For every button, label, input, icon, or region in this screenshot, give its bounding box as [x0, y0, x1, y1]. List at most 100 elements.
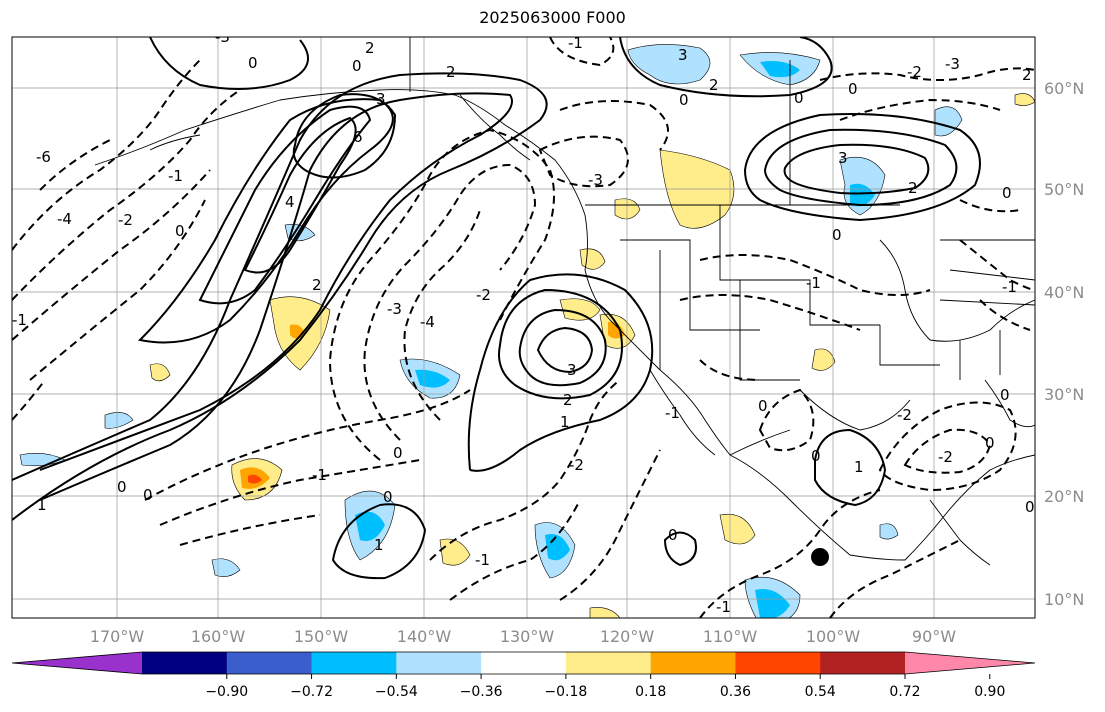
contour-label: -4: [420, 313, 435, 331]
colorbar-swatch: [396, 652, 482, 674]
contour-label: -4: [57, 210, 72, 228]
contour-label: -1: [665, 404, 680, 422]
colorbar-outline: [11, 651, 1036, 675]
contour-label: 0: [248, 54, 258, 72]
contour-label: 2: [1022, 66, 1032, 84]
lat-tick-label: 30°N: [1044, 385, 1084, 404]
contour-label: -1: [475, 551, 490, 569]
contour-label: 2: [365, 39, 375, 57]
contour-label: 0: [393, 444, 403, 462]
lon-tick-label: 120°W: [600, 627, 655, 646]
contour-label: 4: [285, 193, 295, 211]
lon-tick-label: 130°W: [500, 627, 555, 646]
contour-label: 0: [117, 478, 127, 496]
contour-label: 0: [758, 397, 768, 415]
contour-label: 0: [679, 91, 689, 109]
colorbar-swatch: [311, 652, 397, 674]
contour-label: 2: [563, 391, 573, 409]
map-frame: [11, 36, 1036, 619]
contour-label: 0: [383, 488, 393, 506]
contour-label: 1: [560, 413, 570, 431]
contour-label: 0: [1025, 498, 1035, 516]
contour-label: -2: [476, 286, 491, 304]
contour-label: 2: [446, 63, 456, 81]
contour-label: 0: [175, 222, 185, 240]
map-content: 3 6 4 2 2 1 0 0 0 -1 -2 -4 -6 3 3 3 2 2 …: [12, 28, 1035, 618]
contour-label: -1: [716, 598, 731, 616]
contour-label: -2: [897, 406, 912, 424]
longitude-axis: 170°W 160°W 150°W 140°W 130°W 120°W 110°…: [90, 627, 956, 646]
colorbar-swatch: [226, 652, 313, 674]
colorbar-swatch: [820, 652, 906, 674]
lon-tick-label: 90°W: [912, 627, 956, 646]
contour-label: -2: [938, 448, 953, 466]
colorbar-label: 0.54: [805, 684, 836, 700]
contour-label: -2: [569, 456, 584, 474]
colorbar-label: 0.36: [720, 684, 751, 700]
contour-label: 0: [848, 80, 858, 98]
colorbar-label: 0.18: [635, 684, 666, 700]
colorbar-swatch: [565, 652, 652, 674]
lon-tick-label: 110°W: [703, 627, 758, 646]
lat-tick-label: 20°N: [1044, 487, 1084, 506]
colorbar-label: 0.72: [889, 684, 920, 700]
colorbar-extend-high: [905, 652, 1035, 674]
colorbar-label: −0.18: [544, 684, 587, 700]
contour-label: -1: [806, 274, 821, 292]
contour-label: -2: [907, 63, 922, 81]
contour-label: 1: [374, 536, 384, 554]
contour-label: 3: [567, 361, 577, 379]
contour-label: 1: [854, 458, 864, 476]
colorbar-swatch: [735, 652, 821, 674]
contour-label: 2: [312, 276, 322, 294]
colorbar-label: −0.90: [205, 684, 248, 700]
colorbar-swatch: [142, 652, 228, 674]
lon-tick-label: 170°W: [90, 627, 145, 646]
lon-tick-label: 160°W: [191, 627, 246, 646]
contour-label: -1: [312, 466, 327, 484]
contour-label: 0: [794, 89, 804, 107]
contour-label: -2: [118, 211, 133, 229]
contour-label: 0: [668, 526, 678, 544]
contour-label: -1: [12, 311, 27, 329]
lon-tick-label: 150°W: [294, 627, 349, 646]
contour-labels: 3 6 4 2 2 1 0 0 0 -1 -2 -4 -6 3 3 3 2 2 …: [12, 28, 1035, 616]
colorbar-label: −0.72: [290, 684, 333, 700]
contour-label: -3: [588, 171, 603, 189]
chart-title: 2025063000 F000: [479, 8, 626, 27]
contour-label: 0: [811, 447, 821, 465]
contour-label: 3: [376, 90, 386, 108]
map-background: [12, 37, 1035, 618]
contour-label: 0: [985, 434, 995, 452]
lat-tick-label: 50°N: [1044, 180, 1084, 199]
contour-label: -1: [568, 34, 583, 52]
colorbar-label: −0.54: [375, 684, 418, 700]
lat-tick-label: 10°N: [1044, 590, 1084, 609]
lon-tick-label: 100°W: [806, 627, 861, 646]
contour-label: -1: [1002, 278, 1017, 296]
contour-label: 2: [908, 179, 918, 197]
lat-tick-label: 40°N: [1044, 283, 1084, 302]
colorbar-extend-low: [12, 652, 142, 674]
storm-position-marker: [811, 548, 829, 566]
contour-label: 6: [353, 128, 363, 146]
contour-label: 0: [1002, 184, 1012, 202]
colorbar-label: −0.36: [460, 684, 503, 700]
contour-label: -1: [168, 167, 183, 185]
colorbar-swatch: [650, 652, 736, 674]
contour-label: 0: [352, 57, 362, 75]
contour-label: 0: [832, 226, 842, 244]
latitude-axis: 60°N 50°N 40°N 30°N 20°N 10°N: [1044, 79, 1084, 609]
graticule: [12, 37, 1035, 618]
colorbar-swatch: [481, 652, 567, 674]
contour-label: -6: [36, 148, 51, 166]
contour-label: 0: [1000, 386, 1010, 404]
lon-tick-label: 140°W: [397, 627, 452, 646]
contour-label: -3: [215, 28, 230, 46]
contours: [12, 37, 1035, 618]
contour-label: 3: [838, 149, 848, 167]
contour-label: 1: [37, 496, 47, 514]
contour-label: 2: [709, 76, 719, 94]
colorbar: −0.90 −0.72 −0.54 −0.36 −0.18 0.18 0.36 0.54 0.7…: [11, 651, 1036, 700]
